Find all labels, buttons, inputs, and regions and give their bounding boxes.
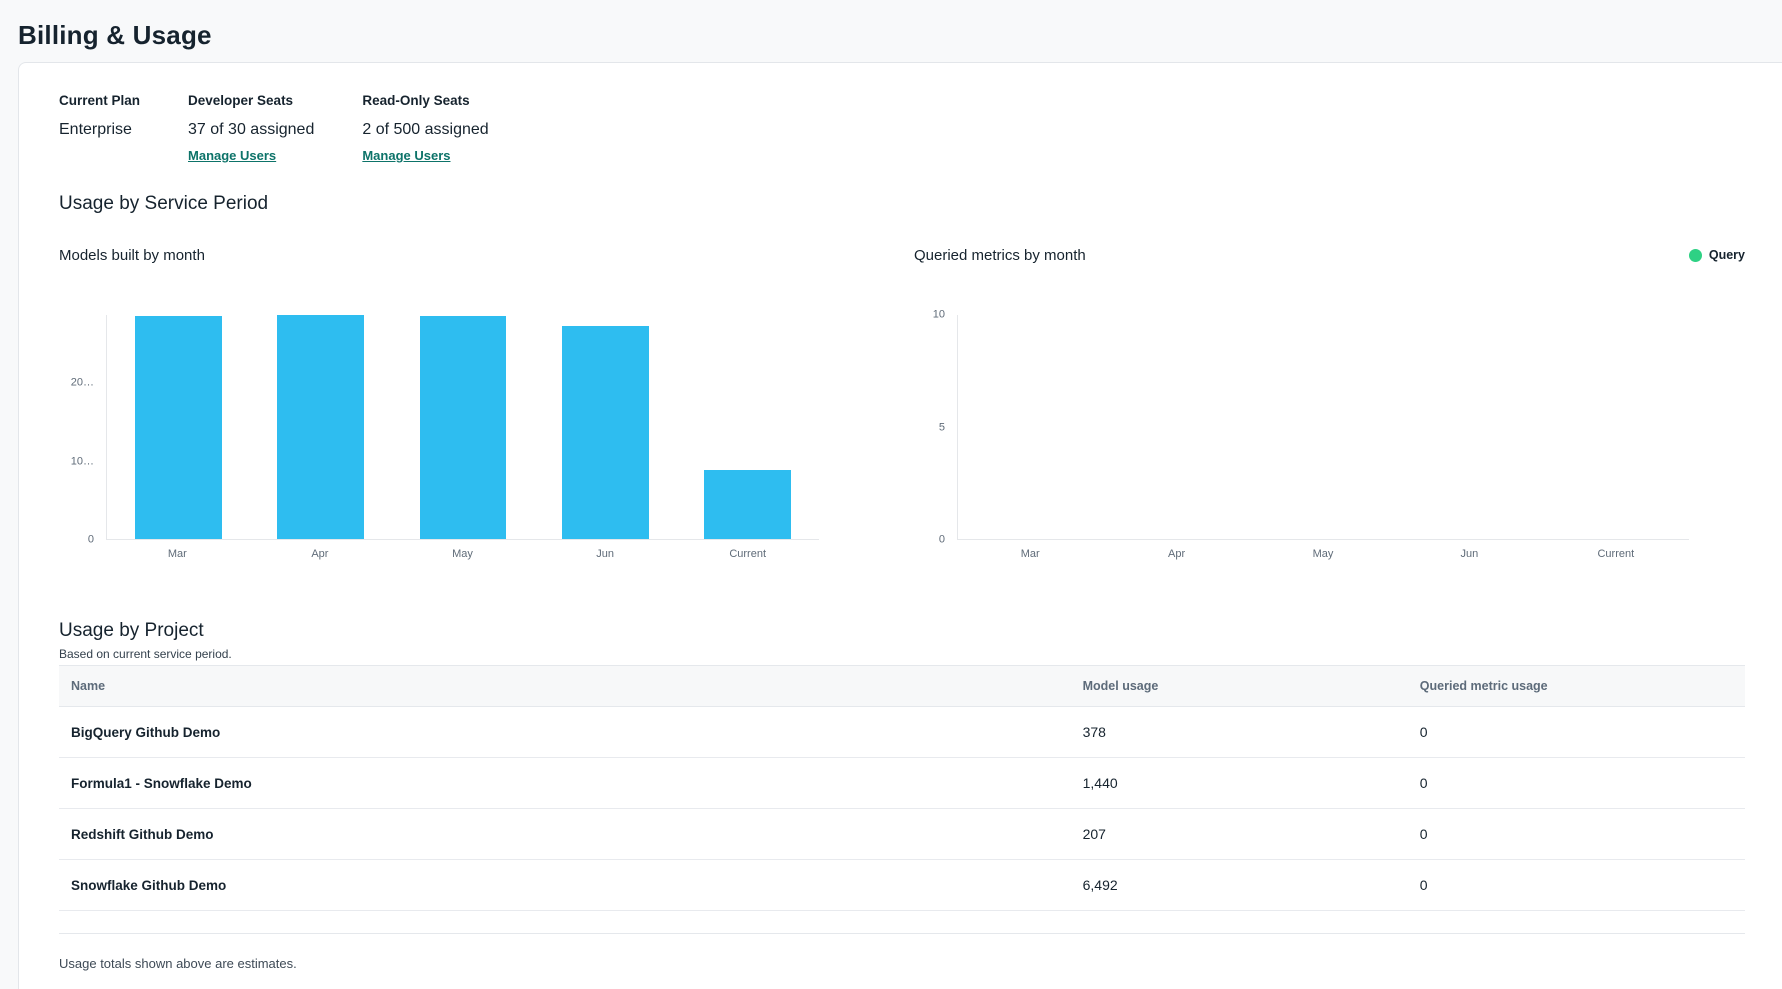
x-tick-label: Jun: [1460, 548, 1479, 560]
plot-area: [957, 315, 1689, 540]
current-plan-label: Current Plan: [59, 93, 141, 108]
current-plan-value: Enterprise: [59, 121, 132, 138]
x-tick-label: Current: [1597, 548, 1635, 560]
bar-slot: [1397, 315, 1543, 539]
project-name-cell: Formula1 - Snowflake Demo: [59, 757, 1071, 809]
bar-slot: [534, 315, 676, 539]
x-tick-label: Jun: [596, 548, 614, 560]
page-title: Billing & Usage: [18, 20, 212, 50]
usage-table: Name Model usage Queried metric usage Bi…: [59, 665, 1745, 911]
y-tick-label: 0: [938, 533, 945, 546]
y-tick-label: 20…: [70, 376, 94, 389]
bar-slot: [107, 315, 249, 539]
charts-row: Models built by month 0 10… 20… Mar Apr May J…: [59, 245, 1745, 564]
y-tick-label: 10: [932, 308, 945, 321]
current-plan-col: Current Plan Enterprise: [59, 93, 140, 165]
y-tick-label: 0: [87, 533, 94, 546]
bar-slot: [1543, 315, 1689, 539]
queried-usage-cell: 0: [1407, 859, 1745, 911]
x-tick-label: Mar: [167, 548, 187, 560]
model-usage-cell: 6,492: [1070, 859, 1408, 911]
readonly-seats-col: Read-Only Seats 2 of 500 assigned Manage…: [362, 93, 488, 165]
y-tick-label: 10…: [70, 455, 94, 468]
model-usage-cell: 1,440: [1070, 757, 1408, 809]
x-tick-label: May: [452, 548, 473, 560]
usage-by-project-heading: Usage by Project: [59, 620, 204, 641]
bar[interactable]: [561, 325, 649, 539]
bar-slot: [392, 315, 534, 539]
usage-table-body: BigQuery Github Demo 378 0 Formula1 - Snowf…: [59, 706, 1745, 911]
y-axis: 0 10… 20…: [59, 315, 106, 545]
model-usage-cell: 207: [1070, 808, 1408, 860]
column-header-name: Name: [59, 665, 1071, 707]
manage-users-link-developer[interactable]: Manage Users: [188, 148, 277, 163]
y-axis: 0 5 10: [914, 309, 957, 545]
plan-summary: Current Plan Enterprise Developer Seats …: [59, 93, 1745, 165]
bar-slot: [958, 315, 1104, 539]
bar[interactable]: [704, 470, 792, 539]
project-name-cell: Redshift Github Demo: [59, 808, 1071, 860]
usage-by-service-period-heading: Usage by Service Period: [59, 193, 269, 214]
billing-card: Current Plan Enterprise Developer Seats …: [18, 62, 1782, 989]
models-built-plot-grid: 0 10… 20… Mar Apr May Jun Current: [59, 315, 819, 564]
developer-seats-value: 37 of 30 assigned: [188, 121, 315, 138]
chart-legend: Query: [1688, 248, 1745, 262]
queried-metrics-plot-grid: 0 5 10 Mar Apr May Jun Current: [914, 309, 1689, 564]
plot-area: [106, 315, 819, 540]
x-axis: Mar Apr May Jun Current: [106, 540, 819, 564]
readonly-seats-label: Read-Only Seats: [362, 93, 470, 108]
y-tick-label: 5: [938, 421, 945, 433]
column-header-queried-usage: Queried metric usage: [1407, 665, 1745, 707]
readonly-seats-value: 2 of 500 assigned: [362, 121, 489, 138]
x-tick-label: Mar: [1020, 548, 1040, 560]
bar-slot: [249, 315, 391, 539]
models-built-chart-title: Models built by month: [59, 246, 205, 264]
page-header: Billing & Usage: [0, 0, 1782, 62]
project-name-cell: Snowflake Github Demo: [59, 859, 1071, 911]
x-tick-label: Apr: [311, 548, 329, 560]
bar[interactable]: [277, 315, 365, 539]
x-tick-label: May: [1312, 548, 1334, 560]
column-header-model-usage: Model usage: [1070, 665, 1408, 707]
bar-slot: [677, 315, 819, 539]
table-row: Formula1 - Snowflake Demo 1,440 0: [59, 757, 1745, 809]
queried-metrics-chart-title: Queried metrics by month: [914, 246, 1086, 264]
table-row: BigQuery Github Demo 378 0: [59, 706, 1745, 758]
usage-by-project-subtitle: Based on current service period.: [59, 647, 232, 661]
query-legend-dot-icon: [1688, 248, 1702, 262]
x-tick-label: Current: [729, 548, 767, 560]
queried-usage-cell: 0: [1407, 757, 1745, 809]
queried-usage-cell: 0: [1407, 808, 1745, 860]
manage-users-link-readonly[interactable]: Manage Users: [362, 148, 451, 163]
bar-slot: [1104, 315, 1250, 539]
table-row: Redshift Github Demo 207 0: [59, 808, 1745, 860]
developer-seats-label: Developer Seats: [188, 93, 294, 108]
model-usage-cell: 378: [1070, 706, 1408, 758]
table-header-row: Name Model usage Queried metric usage: [59, 665, 1745, 707]
x-tick-label: Apr: [1168, 548, 1186, 560]
x-axis: Mar Apr May Jun Current: [957, 540, 1689, 564]
usage-footnote: Usage totals shown above are estimates.: [59, 956, 297, 971]
queried-usage-cell: 0: [1407, 706, 1745, 758]
table-row: Snowflake Github Demo 6,492 0: [59, 859, 1745, 911]
bar-slot: [1250, 315, 1396, 539]
models-built-chart: Models built by month 0 10… 20… Mar Apr May J…: [59, 245, 849, 564]
bar[interactable]: [419, 315, 507, 539]
developer-seats-col: Developer Seats 37 of 30 assigned Manage…: [188, 93, 314, 165]
project-name-cell: BigQuery Github Demo: [59, 706, 1071, 758]
query-legend-label: Query: [1708, 248, 1745, 262]
bar[interactable]: [134, 315, 222, 539]
usage-table-wrapper: Name Model usage Queried metric usage Bi…: [59, 665, 1745, 934]
queried-metrics-chart: Queried metrics by month Query 0 5 10 Mar A…: [914, 245, 1745, 564]
